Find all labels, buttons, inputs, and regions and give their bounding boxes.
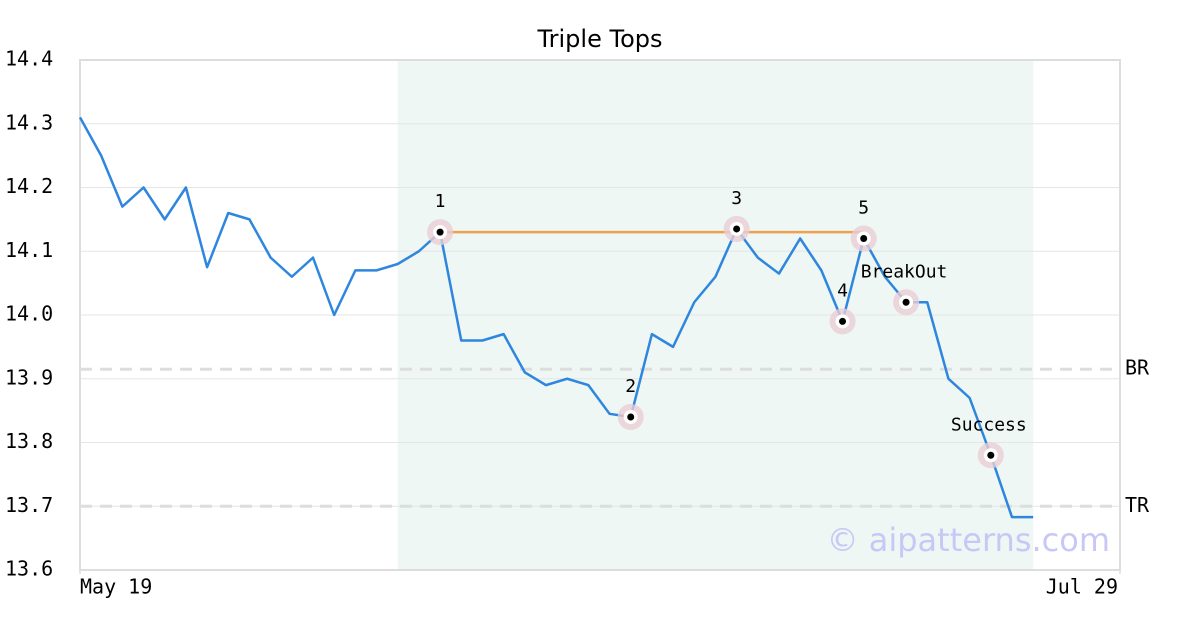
level-label: TR [1125,493,1150,517]
y-tick-label: 14.3 [5,110,53,134]
annotation-dot [733,225,741,233]
level-label: BR [1125,356,1150,380]
annotation-label: 4 [837,280,848,301]
y-tick-label: 13.8 [5,429,53,453]
y-tick-label: 13.6 [5,557,53,581]
y-tick-label: 14.1 [5,238,53,262]
annotation-dot [436,228,444,236]
y-tick-label: 13.7 [5,493,53,517]
y-tick-label: 14.0 [5,302,53,326]
annotation-label: 5 [858,198,869,219]
annotation-dot [627,413,635,421]
annotation-dot [839,317,847,325]
annotation-label: Success [951,414,1027,435]
y-tick-label: 14.2 [5,174,53,198]
price-line [78,116,1034,519]
x-tick-label: May 19 [80,575,152,599]
annotation-label: 2 [625,376,636,397]
watermark: © aipatterns.com [827,521,1110,559]
annotation-dot [987,451,995,459]
annotation-dot [902,298,910,306]
y-tick-label: 14.4 [5,47,53,71]
annotation-label: 3 [731,188,742,209]
plot-frame [79,59,1121,571]
x-tick-label: Jul 29 [1046,575,1118,599]
annotation-label: BreakOut [861,261,948,282]
annotation-dot [860,235,868,242]
chart-title: Triple Tops [537,25,663,53]
annotation-label: 1 [435,191,446,212]
y-tick-label: 13.9 [5,365,53,389]
